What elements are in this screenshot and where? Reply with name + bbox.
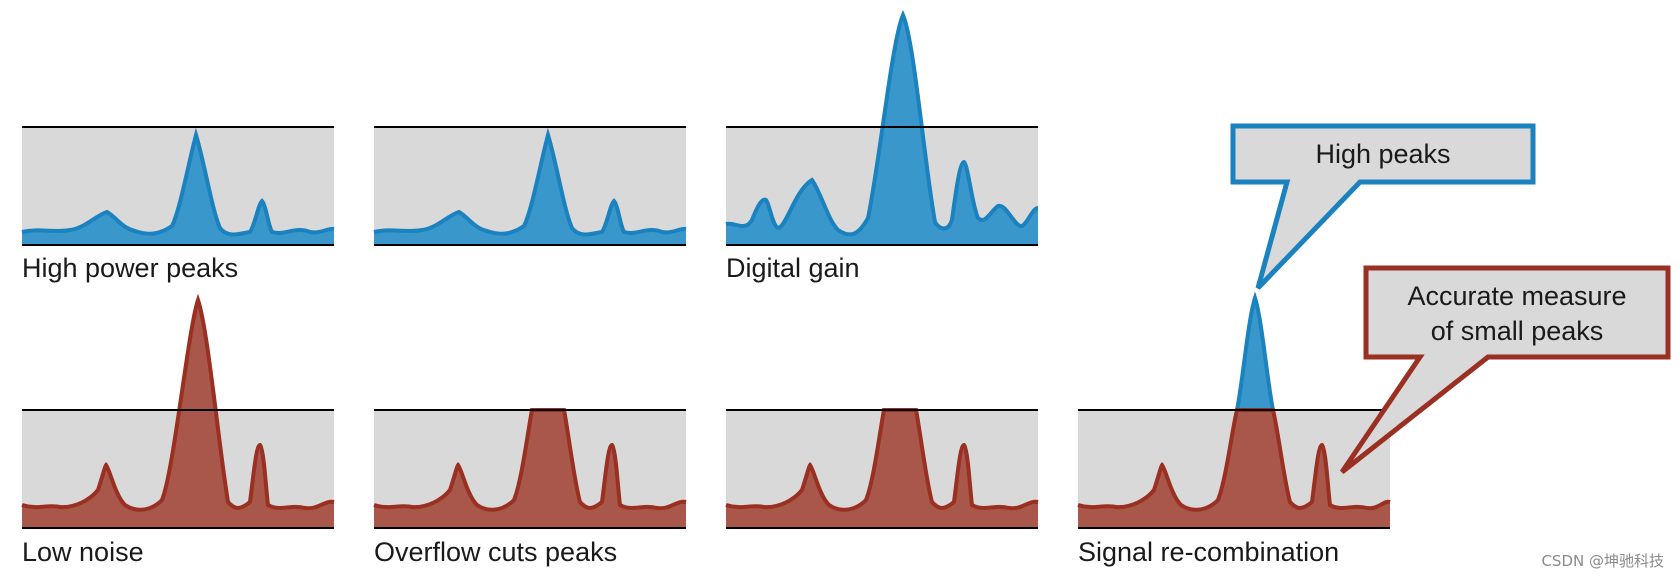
panel-label-low-noise: Low noise	[22, 537, 144, 567]
panel-digital-gain: Digital gain	[725, 10, 1039, 283]
red-signal-fill	[1078, 410, 1390, 528]
panel-label-high-power-peaks: High power peaks	[22, 253, 238, 283]
callout-text-high-peaks: High peaks	[1315, 139, 1450, 169]
callout-box	[1230, 123, 1536, 290]
panel-label-digital-gain: Digital gain	[726, 253, 860, 283]
panel-label-overflow-cuts-peaks: Overflow cuts peaks	[374, 537, 617, 567]
blue-signal-line	[373, 127, 687, 237]
callout-box	[1339, 265, 1671, 474]
panel-overflow-unlabeled	[725, 408, 1039, 529]
panel-label-signal-recombination: Signal re-combination	[1078, 537, 1339, 567]
callout-text-small-peaks-line2: of small peaks	[1431, 316, 1604, 346]
callout-small-peaks: Accurate measure of small peaks	[1339, 265, 1671, 474]
red-signal-fill	[726, 410, 1038, 528]
blue-signal-line	[725, 10, 1039, 237]
red-signal-line	[21, 293, 335, 512]
red-signal-fill	[22, 300, 334, 528]
callout-text-small-peaks-line1: Accurate measure	[1407, 281, 1626, 311]
panel-high-power-peaks: High power peaks	[21, 126, 335, 283]
blue-peak-fill	[1237, 298, 1273, 410]
callout-high-peaks: High peaks	[1230, 123, 1536, 290]
blue-peak-line	[1235, 291, 1275, 411]
watermark-text: CSDN @坤驰科技	[1541, 552, 1664, 570]
panel-low-noise: Low noise	[21, 293, 335, 567]
panel-high-power-unlabeled	[373, 126, 687, 246]
red-signal-fill	[374, 410, 686, 528]
panel-overflow-cuts-peaks: Overflow cuts peaks	[373, 408, 687, 567]
panel-signal-recombination: Signal re-combination	[1077, 291, 1391, 567]
blue-signal-line	[21, 127, 335, 237]
